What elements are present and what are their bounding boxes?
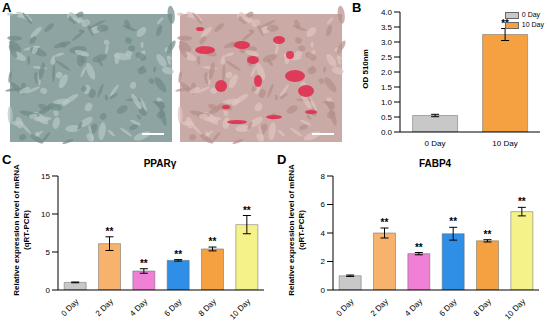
svg-text:**: ** xyxy=(140,258,148,269)
svg-text:0.5: 0.5 xyxy=(381,113,393,122)
html-text:FABP4: FABP4 xyxy=(418,158,452,169)
svg-text:10 Day: 10 Day xyxy=(503,297,527,321)
svg-text:3.0: 3.0 xyxy=(381,38,393,47)
svg-text:**: ** xyxy=(174,249,182,260)
html-text:(qRT-PCR): (qRT-PCR) xyxy=(22,210,31,250)
svg-text:0 Day: 0 Day xyxy=(334,297,355,318)
html-text:A: A xyxy=(2,0,12,15)
svg-text:2: 2 xyxy=(321,257,326,266)
svg-text:**: ** xyxy=(243,205,251,216)
svg-text:1.5: 1.5 xyxy=(381,83,393,92)
html-text:Relative expression level of m: Relative expression level of mRNA xyxy=(287,164,296,296)
svg-text:8 Day: 8 Day xyxy=(472,297,493,318)
svg-text:3.5: 3.5 xyxy=(381,23,393,32)
svg-text:10 Day: 10 Day xyxy=(492,139,517,148)
svg-text:4 Day: 4 Day xyxy=(128,297,149,318)
svg-text:6 Day: 6 Day xyxy=(437,297,458,318)
html-text:PPARγ: PPARγ xyxy=(143,158,177,169)
svg-text:**: ** xyxy=(415,242,423,253)
svg-text:15: 15 xyxy=(41,172,50,181)
svg-text:0 Day: 0 Day xyxy=(59,297,80,318)
svg-text:0: 0 xyxy=(46,286,51,295)
svg-text:0.0: 0.0 xyxy=(381,128,393,137)
html-text:D: D xyxy=(277,152,287,167)
svg-text:4.0: 4.0 xyxy=(381,8,393,17)
svg-text:**: ** xyxy=(484,229,492,240)
svg-text:10 Day: 10 Day xyxy=(228,297,252,321)
svg-text:10: 10 xyxy=(41,210,50,219)
html-text:C: C xyxy=(2,152,12,167)
html-text:(qRT-PCR): (qRT-PCR) xyxy=(297,210,306,250)
svg-text:0 Day: 0 Day xyxy=(425,139,446,148)
svg-text:8: 8 xyxy=(321,172,326,181)
svg-text:6 Day: 6 Day xyxy=(162,297,183,318)
svg-text:**: ** xyxy=(209,236,217,247)
html-text:OD 510nm: OD 510nm xyxy=(361,49,370,89)
html-text:Relative expression level of m: Relative expression level of mRNA xyxy=(12,164,21,296)
svg-text:2.5: 2.5 xyxy=(381,53,393,62)
svg-text:2.0: 2.0 xyxy=(381,68,393,77)
svg-text:**: ** xyxy=(518,196,526,207)
svg-text:4 Day: 4 Day xyxy=(403,297,424,318)
svg-text:8 Day: 8 Day xyxy=(197,297,218,318)
svg-text:2 Day: 2 Day xyxy=(369,297,390,318)
svg-text:2 Day: 2 Day xyxy=(94,297,115,318)
svg-text:4: 4 xyxy=(321,229,326,238)
html-text:B: B xyxy=(352,0,362,15)
svg-text:5: 5 xyxy=(46,248,51,257)
svg-text:**: ** xyxy=(449,216,457,227)
svg-text:**: ** xyxy=(106,226,114,237)
html-text:0 Day: 0 Day xyxy=(521,11,541,18)
svg-text:0: 0 xyxy=(321,286,326,295)
svg-text:**: ** xyxy=(381,217,389,228)
svg-text:6: 6 xyxy=(321,200,326,209)
html-text:10 Day: 10 Day xyxy=(521,21,544,28)
svg-text:1.0: 1.0 xyxy=(381,98,393,107)
